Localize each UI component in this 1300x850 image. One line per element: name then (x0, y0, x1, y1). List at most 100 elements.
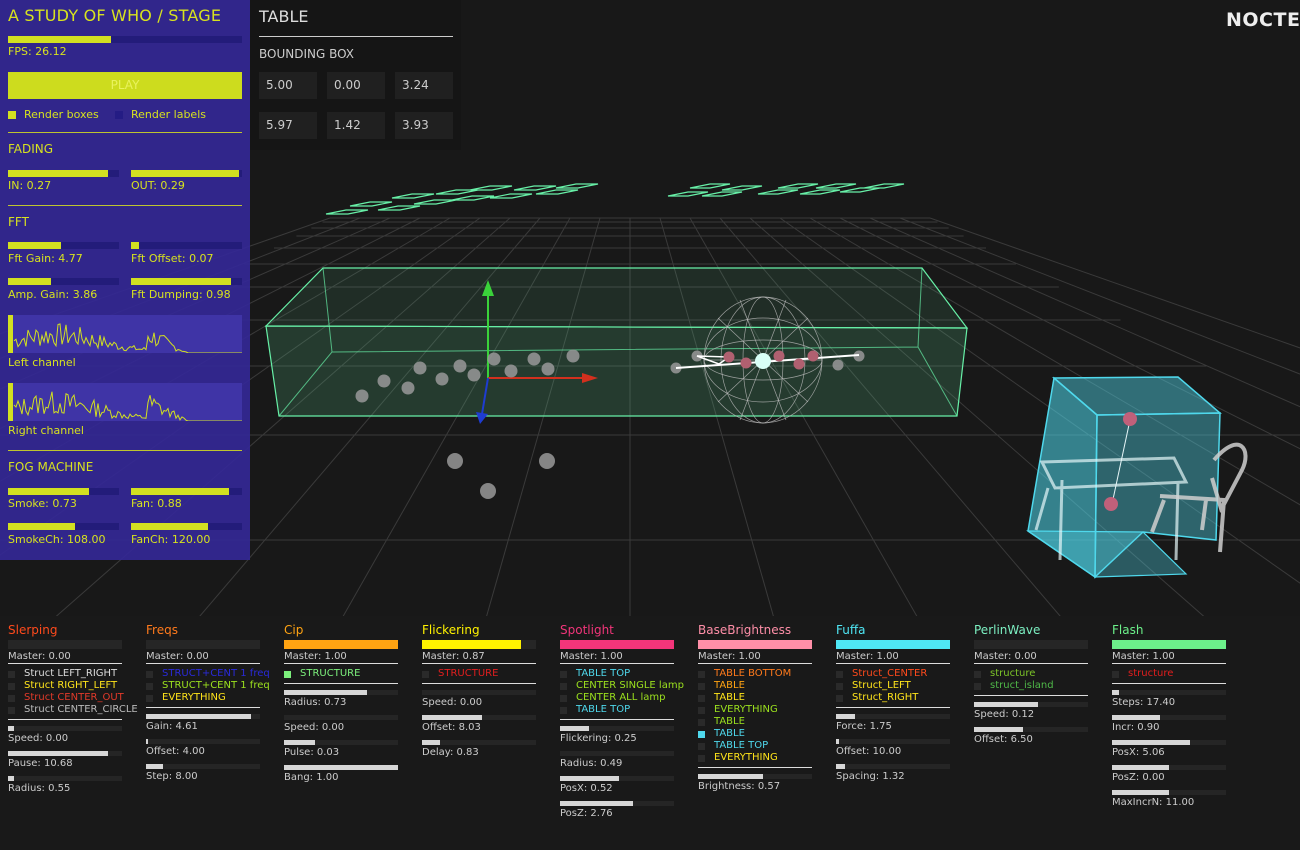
effect-slider[interactable] (1112, 765, 1226, 770)
effect-slider[interactable] (1112, 790, 1226, 795)
effect-master-bar[interactable] (8, 640, 122, 649)
target-item[interactable]: TABLE (714, 680, 745, 691)
effect-master-bar[interactable] (560, 640, 674, 649)
target-item[interactable]: structure (1128, 668, 1174, 679)
effect-slider[interactable] (422, 740, 536, 745)
effect-slider[interactable] (836, 739, 950, 744)
target-checkbox[interactable] (8, 695, 15, 702)
target-item[interactable]: struct_island (990, 680, 1054, 691)
target-item[interactable]: TABLE (714, 692, 745, 703)
target-item[interactable]: TABLE TOP (714, 740, 769, 751)
lamp-line[interactable] (675, 350, 860, 370)
render-boxes-checkbox[interactable] (8, 111, 16, 119)
effect-slider[interactable] (1112, 715, 1226, 720)
effect-slider[interactable] (146, 739, 260, 744)
fft-dumping-slider[interactable] (131, 278, 242, 285)
target-item[interactable]: EVERYTHING (162, 692, 226, 703)
effect-slider[interactable] (8, 751, 122, 756)
effect-slider[interactable] (284, 690, 398, 695)
target-checkbox[interactable] (8, 707, 15, 714)
effect-master-bar[interactable] (698, 640, 812, 649)
target-item[interactable]: STRUCT+CENT 1 freq (162, 668, 270, 679)
target-checkbox[interactable] (698, 755, 705, 762)
target-item[interactable]: STRUCTURE (300, 668, 361, 679)
target-checkbox[interactable] (974, 683, 981, 690)
smoke-channel-slider[interactable] (8, 523, 119, 530)
smoke-slider[interactable] (8, 488, 119, 495)
target-item[interactable]: Struct CENTER_CIRCLE (24, 704, 138, 715)
target-checkbox[interactable] (698, 683, 705, 690)
render-labels-checkbox[interactable] (115, 111, 123, 119)
target-item[interactable]: TABLE TOP (576, 704, 631, 715)
target-item[interactable]: structure (990, 668, 1036, 679)
fade-out-slider[interactable] (131, 170, 242, 177)
fan-slider[interactable] (131, 488, 242, 495)
target-checkbox[interactable] (422, 671, 429, 678)
target-item[interactable]: CENTER ALL lamp (576, 692, 666, 703)
target-item[interactable]: CENTER SINGLE lamp (576, 680, 684, 691)
target-item[interactable]: Struct CENTER_OUT (24, 692, 124, 703)
target-checkbox[interactable] (560, 683, 567, 690)
effect-slider[interactable] (284, 765, 398, 770)
effect-slider[interactable] (1112, 690, 1226, 695)
effect-slider[interactable] (284, 740, 398, 745)
effect-slider[interactable] (974, 727, 1088, 732)
effect-slider[interactable] (836, 764, 950, 769)
target-checkbox[interactable] (284, 671, 291, 678)
bbox-min-y-field[interactable]: 0.00 (327, 72, 385, 99)
target-checkbox[interactable] (8, 671, 15, 678)
target-checkbox[interactable] (836, 683, 843, 690)
effect-slider[interactable] (8, 726, 122, 731)
fade-in-slider[interactable] (8, 170, 119, 177)
target-item[interactable]: TABLE (714, 716, 745, 727)
target-item[interactable]: Struct_CENTER (852, 668, 928, 679)
effect-master-bar[interactable] (1112, 640, 1226, 649)
bbox-max-z-field[interactable]: 3.93 (395, 112, 453, 139)
effect-slider[interactable] (698, 774, 812, 779)
target-checkbox[interactable] (698, 695, 705, 702)
effect-slider[interactable] (422, 715, 536, 720)
target-item[interactable]: Struct_RIGHT (852, 692, 919, 703)
effect-master-bar[interactable] (146, 640, 260, 649)
fft-gain-slider[interactable] (8, 242, 119, 249)
effect-slider[interactable] (146, 714, 260, 719)
effect-master-bar[interactable] (836, 640, 950, 649)
target-checkbox[interactable] (8, 683, 15, 690)
effect-master-bar[interactable] (284, 640, 398, 649)
target-checkbox[interactable] (836, 695, 843, 702)
target-checkbox[interactable] (1112, 671, 1119, 678)
effect-slider[interactable] (560, 776, 674, 781)
target-checkbox[interactable] (836, 671, 843, 678)
table-bounding-box[interactable] (1026, 376, 1222, 579)
bbox-min-x-field[interactable]: 5.00 (259, 72, 317, 99)
effect-slider[interactable] (146, 764, 260, 769)
target-item[interactable]: EVERYTHING (714, 752, 778, 763)
bbox-max-y-field[interactable]: 1.42 (327, 112, 385, 139)
target-checkbox[interactable] (698, 671, 705, 678)
target-item[interactable]: STRUCT+CENT 1 freq (162, 680, 270, 691)
target-checkbox[interactable] (146, 683, 153, 690)
target-checkbox[interactable] (698, 707, 705, 714)
effect-slider[interactable] (560, 751, 674, 756)
effect-slider[interactable] (1112, 740, 1226, 745)
target-checkbox[interactable] (698, 719, 705, 726)
target-item[interactable]: TABLE TOP (576, 668, 631, 679)
target-checkbox[interactable] (560, 695, 567, 702)
target-item[interactable]: TABLE (714, 728, 745, 739)
effect-slider[interactable] (560, 726, 674, 731)
target-checkbox[interactable] (560, 707, 567, 714)
fan-channel-slider[interactable] (131, 523, 242, 530)
axis-gizmo[interactable] (476, 280, 598, 424)
effect-slider[interactable] (8, 776, 122, 781)
target-item[interactable]: Struct_LEFT (852, 680, 911, 691)
target-checkbox[interactable] (560, 671, 567, 678)
effect-master-bar[interactable] (422, 640, 536, 649)
fft-offset-slider[interactable] (131, 242, 242, 249)
amp-gain-slider[interactable] (8, 278, 119, 285)
effect-slider[interactable] (422, 690, 536, 695)
effect-slider[interactable] (560, 801, 674, 806)
effect-slider[interactable] (284, 715, 398, 720)
structure-bounding-box[interactable] (264, 267, 969, 417)
target-checkbox[interactable] (974, 671, 981, 678)
effect-master-bar[interactable] (974, 640, 1088, 649)
